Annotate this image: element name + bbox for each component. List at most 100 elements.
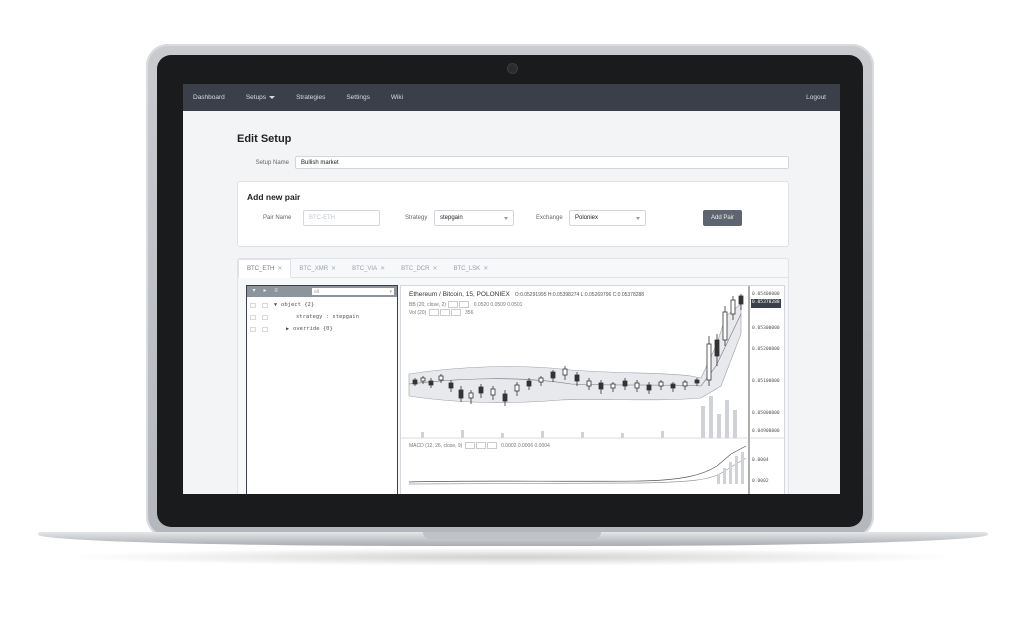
settings-icon[interactable] <box>428 309 439 316</box>
price-tick: 0.04900000 <box>752 429 780 434</box>
pairs-panel: BTC_ETH ✕ BTC_XMR ✕ BTC_VIA ✕ BTC_DCR ✕ BTC_… <box>237 258 789 494</box>
add-pair-title: Add new pair <box>247 192 301 202</box>
close-icon[interactable] <box>486 442 497 449</box>
macd-indicator-row: MACD (12, 26, close, 9) 0.0002 0.0006 0.… <box>409 442 550 449</box>
tab-btc-eth[interactable]: BTC_ETH ✕ <box>238 259 292 278</box>
json-line-override[interactable]: ▶ override {0} <box>250 323 394 335</box>
eye-icon[interactable] <box>475 442 486 449</box>
json-editor-toolbar: ▾ ▸ ≡ all ▾ <box>247 286 397 297</box>
chevron-down-icon <box>636 216 640 220</box>
eye-icon[interactable] <box>439 309 450 316</box>
bb-label: BB (20, close, 2) <box>409 301 446 308</box>
tab-btc-xmr[interactable]: BTC_XMR ✕ <box>291 260 344 277</box>
vol-indicator-row: Vol (20) 356 <box>409 309 473 316</box>
tab-label: BTC_XMR <box>299 265 329 272</box>
json-line-text: object {2} <box>281 302 315 308</box>
chart-title: Ethereum / Bitcoin, 15, POLONIEX <box>409 291 510 298</box>
context-menu-icon[interactable] <box>262 314 268 320</box>
add-pair-panel: Add new pair Pair Name BTC-ETH Strategy … <box>237 181 789 247</box>
top-navbar: Dashboard Setups Strategies Settings Wik… <box>183 84 840 111</box>
exchange-select[interactable]: Poloniex <box>569 210 646 226</box>
strategy-select[interactable]: stepgain <box>434 210 514 226</box>
exchange-label: Exchange <box>536 215 563 221</box>
tab-btc-dcr[interactable]: BTC_DCR ✕ <box>393 260 445 277</box>
json-line-strategy[interactable]: strategy : stepgain <box>250 311 394 323</box>
triangle-right-icon[interactable]: ▶ <box>286 326 290 332</box>
strategy-label: Strategy <box>405 215 428 221</box>
expand-all-icon[interactable]: ▾ <box>252 288 256 294</box>
price-tick: 0.05100000 <box>752 379 780 384</box>
bb-indicator-row: BB (20, close, 2) 0.0520 0.0509 0.0501 <box>409 301 522 308</box>
exchange-select-value: Poloniex <box>575 215 599 221</box>
nav-dashboard[interactable]: Dashboard <box>193 94 225 101</box>
price-tick: 0.05300000 <box>752 326 780 331</box>
macd-values: 0.0002 0.0006 0.0004 <box>501 442 550 449</box>
macd-tick: 0.0004 <box>752 458 769 463</box>
json-line-root[interactable]: ▼ object {2} <box>250 299 394 311</box>
pair-name-label: Pair Name <box>263 215 292 221</box>
chart-canvas <box>401 286 784 494</box>
macd-tick: 0.0002 <box>752 479 769 484</box>
laptop-shadow <box>60 548 965 566</box>
nav-setups[interactable]: Setups <box>245 94 276 101</box>
close-icon[interactable]: ✕ <box>277 266 283 272</box>
add-pair-button[interactable]: Add Pair <box>703 210 742 226</box>
page-title: Edit Setup <box>237 133 292 145</box>
nav-settings[interactable]: Settings <box>346 94 370 101</box>
tab-label: BTC_LSK <box>453 265 481 272</box>
collapse-all-icon[interactable]: ▸ <box>263 288 267 294</box>
vol-values: 356 <box>465 309 474 316</box>
chart-header: Ethereum / Bitcoin, 15, POLONIEX O:0.052… <box>409 291 644 298</box>
json-search-input[interactable]: all ▾ <box>312 288 394 295</box>
tab-label: BTC_DCR <box>401 265 430 272</box>
json-search-text: all <box>314 288 320 295</box>
strategy-select-value: stepgain <box>440 215 463 221</box>
vol-label: Vol (20) <box>409 309 427 316</box>
camera-icon <box>508 64 517 73</box>
pair-tabs: BTC_ETH ✕ BTC_XMR ✕ BTC_VIA ✕ BTC_DCR ✕ BTC_… <box>238 259 788 278</box>
price-tick: 0.05200000 <box>752 347 780 352</box>
sort-icon[interactable]: ≡ <box>274 288 278 294</box>
drag-handle-icon[interactable] <box>250 314 256 320</box>
last-price-badge: 0.05378288 <box>752 300 780 305</box>
setup-name-row: Setup Name Bullish market <box>237 156 789 169</box>
nav-wiki[interactable]: Wiki <box>390 94 404 101</box>
nav-strategies[interactable]: Strategies <box>296 94 326 101</box>
laptop-base-notch <box>423 532 601 539</box>
tab-btc-via[interactable]: BTC_VIA ✕ <box>344 260 393 277</box>
close-icon[interactable]: ✕ <box>331 266 337 272</box>
triangle-down-icon[interactable]: ▼ <box>274 302 278 308</box>
macd-label: MACD (12, 26, close, 9) <box>409 442 463 449</box>
laptop-base <box>38 532 988 546</box>
context-menu-icon[interactable] <box>262 302 268 308</box>
json-line-text: override {0} <box>293 326 333 332</box>
close-icon[interactable]: ✕ <box>483 266 489 272</box>
nav-setups-label: Setups <box>245 94 267 101</box>
main-content: Edit Setup Setup Name Bullish market Add… <box>237 111 789 494</box>
tab-label: BTC_VIA <box>352 265 378 272</box>
setup-name-label: Setup Name <box>255 159 289 166</box>
chevron-down-icon <box>504 216 508 220</box>
close-icon[interactable]: ✕ <box>432 266 438 272</box>
context-menu-icon[interactable] <box>262 326 268 332</box>
drag-handle-icon[interactable] <box>250 326 256 332</box>
eye-icon[interactable] <box>459 301 470 308</box>
price-tick: 0.05400000 <box>752 292 780 297</box>
search-icon: ▾ <box>389 288 392 295</box>
close-icon[interactable] <box>450 309 461 316</box>
close-icon[interactable]: ✕ <box>380 266 386 272</box>
app-screen: Dashboard Setups Strategies Settings Wik… <box>183 84 840 494</box>
drag-handle-icon[interactable] <box>250 302 256 308</box>
chart-ohlc: O:0.05291995 H:0.05398274 L:0.05269796 C… <box>514 291 645 298</box>
price-chart[interactable]: Ethereum / Bitcoin, 15, POLONIEX O:0.052… <box>400 285 785 494</box>
tab-label: BTC_ETH <box>247 265 275 272</box>
settings-icon[interactable] <box>464 442 475 449</box>
tab-btc-lsk[interactable]: BTC_LSK ✕ <box>446 260 497 277</box>
pair-name-input[interactable]: BTC-ETH <box>303 210 380 226</box>
logout-link[interactable]: Logout <box>806 94 826 101</box>
setup-name-input[interactable]: Bullish market <box>295 156 789 169</box>
json-editor[interactable]: ▾ ▸ ≡ all ▾ ▼ object {2} <box>246 285 398 494</box>
json-line-text: strategy : stepgain <box>296 314 359 320</box>
price-tick: 0.05000000 <box>752 411 780 416</box>
settings-icon[interactable] <box>448 301 459 308</box>
